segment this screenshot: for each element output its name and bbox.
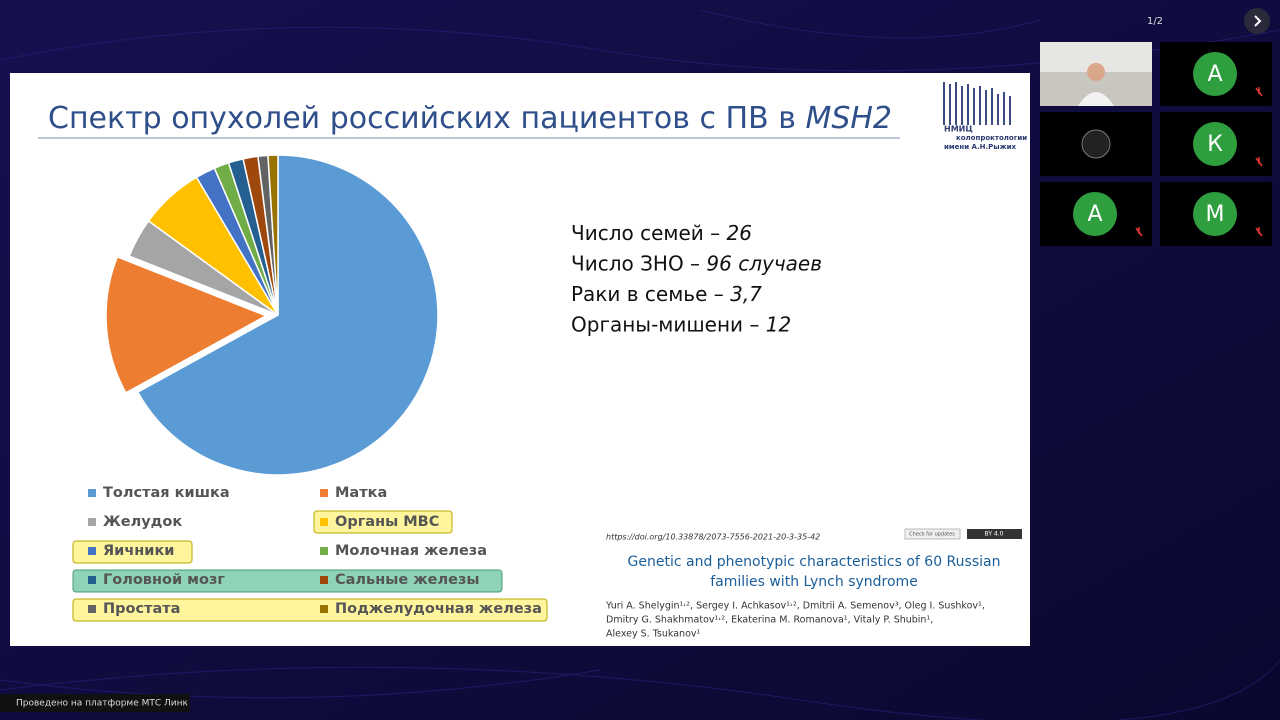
avatar-logo [1081,129,1111,159]
legend-swatch [88,605,96,613]
mute-icon [1255,157,1263,167]
pie-slice [267,154,279,316]
stat-label: Число ЗНО – [571,251,700,275]
pie-chart [105,154,439,476]
stat-value: 3,7 [730,282,762,306]
legend-swatch [88,576,96,584]
logo-line: имени А.Н.Рыжих [944,143,1016,151]
stat-value: 12 [766,312,791,336]
badge [904,528,961,540]
legend-swatch [320,605,328,613]
slide-title: Спектр опухолей российских пациентов с П… [48,101,892,136]
title-italic: MSH2 [805,101,892,136]
legend-label: Поджелудочная железа [335,601,542,617]
footer-bg [0,694,190,712]
mute-icon [1255,227,1263,237]
badge-text: Check for updates [909,532,955,538]
next-icon [1254,15,1262,27]
legend-label: Головной мозг [103,572,225,588]
legend-swatch [320,547,328,555]
highlight [72,569,503,593]
stat-label: Органы-мишени – [571,312,759,336]
person-body [1078,92,1114,106]
legend-label: Яичники [103,543,174,559]
badge [967,529,1022,539]
mute-icon [1135,227,1143,237]
person-head [1087,63,1105,81]
highlight [72,540,193,564]
stat-label: Число семей – [571,221,720,245]
logo-line: колопроктологии [956,134,1027,142]
mute-icon [1255,87,1263,97]
legend-label: Органы МВС [335,514,439,530]
authors: Alexey S. Tsukanov¹ [606,629,701,640]
avatar-letter: К [1207,132,1223,157]
logo-line: НМИЦ [944,125,973,134]
legend-label: Молочная железа [335,543,487,559]
badge-text: BY 4.0 [985,531,1004,538]
avatar-letter: А [1207,62,1222,87]
participant-tiles: А К А М [1040,42,1272,246]
highlight [72,598,548,622]
legend: Толстая кишка Матка Желудок Органы МВС Яични… [72,485,548,622]
stat-value: 96 случаев [706,251,822,275]
avatar [1193,122,1237,166]
pie-slice [136,154,439,476]
stat-line: Число семей – 26 [571,221,752,245]
avatar [1193,52,1237,96]
authors: Yuri A. Shelygin¹˒², Sergey I. Achkasov¹… [605,601,985,612]
page-counter: 1/2 [1147,16,1163,27]
legend-label: Толстая кишка [103,485,230,501]
stat-line: Раки в семье – 3,7 [571,282,762,306]
next-button[interactable] [1244,8,1270,34]
legend-swatch [88,518,96,526]
legend-swatch [320,489,328,497]
doi: https://doi.org/10.33878/2073-7556-2021-… [606,533,820,542]
legend-label: Простата [103,601,180,617]
legend-swatch [88,547,96,555]
title-text: Спектр опухолей российских пациентов с П… [48,101,796,136]
logo-bars [943,82,1011,125]
avatar-letter: М [1206,202,1225,227]
legend-label: Матка [335,485,387,501]
authors: Dmitry G. Shakhmatov¹˒², Ekaterina M. Ro… [606,615,933,626]
article-title: Genetic and phenotypic characteristics o… [628,554,1001,570]
stat-value: 26 [727,221,752,245]
avatar [1073,192,1117,236]
article-title: families with Lynch syndrome [710,574,918,590]
pie-slice [105,255,268,394]
highlight [313,510,453,534]
avatar-letter: А [1087,202,1102,227]
legend-label: Желудок [103,514,182,530]
legend-swatch [320,576,328,584]
footer: Проведено на платформе МТС Линк [16,699,189,709]
avatar [1193,192,1237,236]
stat-line: Число ЗНО – 96 случаев [571,251,822,275]
legend-swatch [88,489,96,497]
stats: Число семей – 26 Число ЗНО – 96 случаев Ра… [571,221,822,337]
stat-line: Органы-мишени – 12 [571,312,791,336]
legend-label: Сальные железы [335,572,479,588]
stat-label: Раки в семье – [571,282,724,306]
legend-swatch [320,518,328,526]
